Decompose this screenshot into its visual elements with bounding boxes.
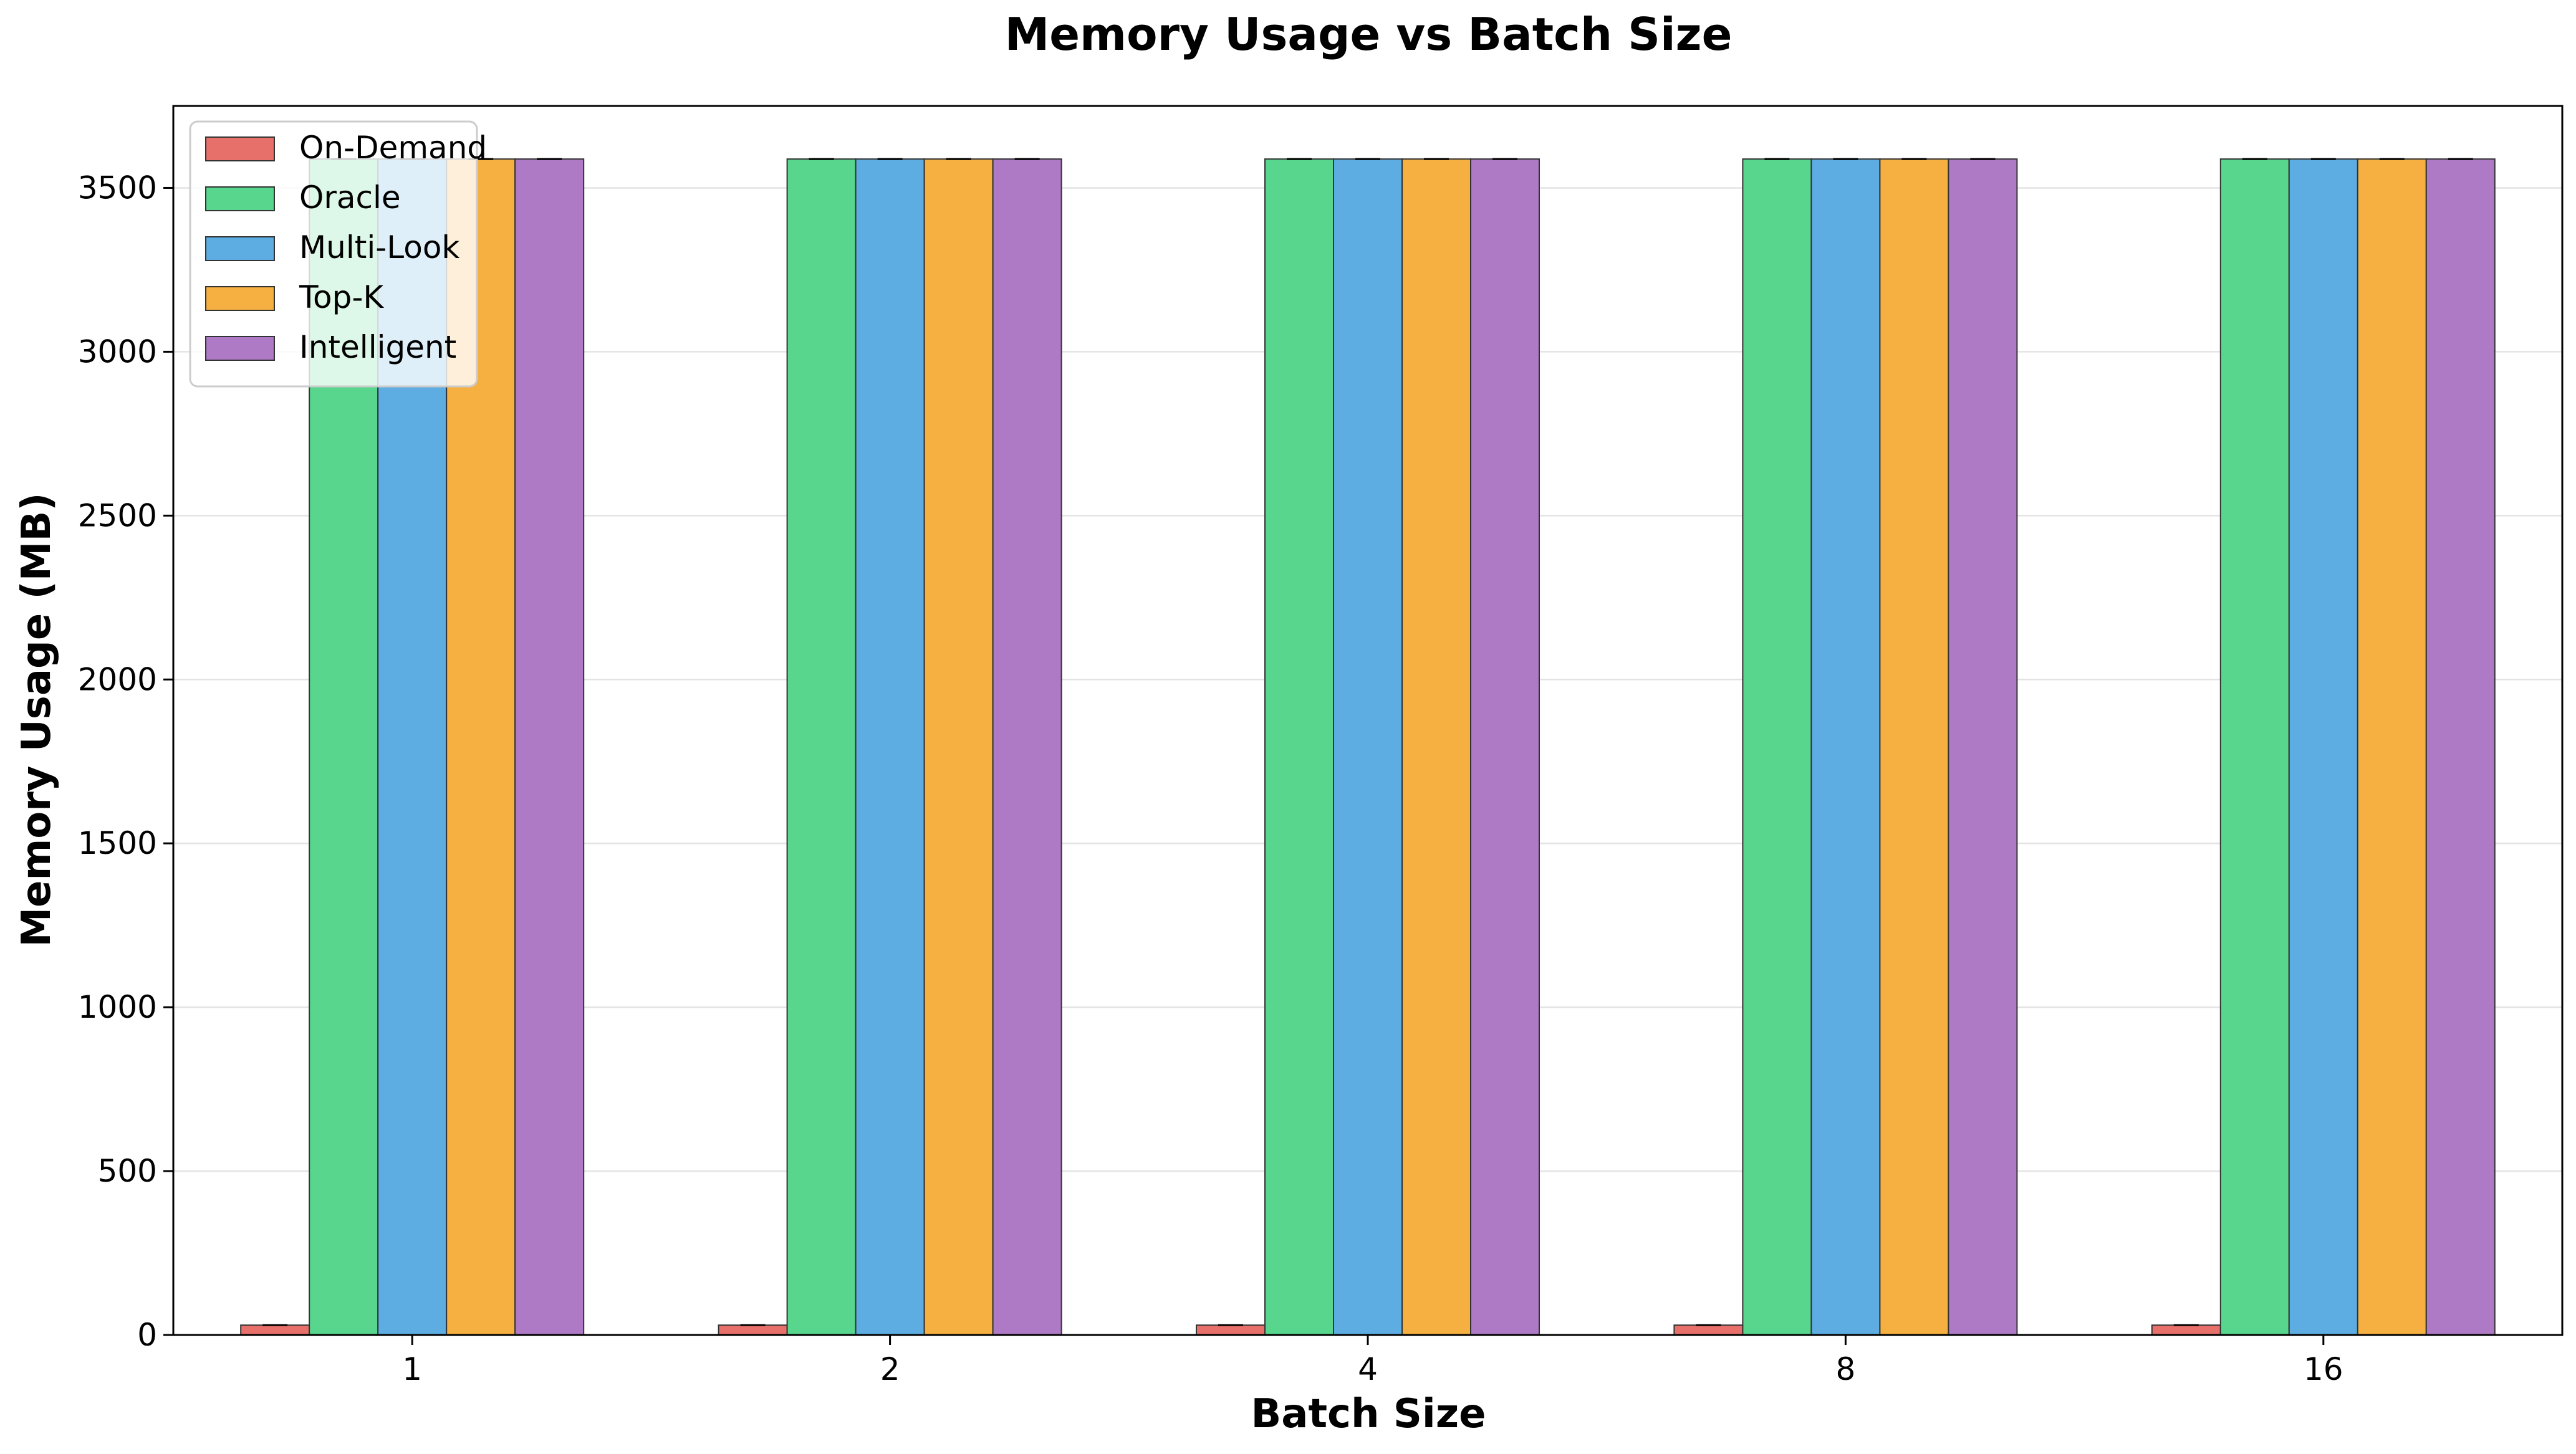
bar [1948, 158, 2018, 1336]
bar [240, 1324, 310, 1336]
y-tick-label: 3000 [78, 333, 157, 370]
chart-title: Memory Usage vs Batch Size [1005, 8, 1733, 60]
bar [2288, 158, 2358, 1336]
legend-label: On-Demand [299, 130, 487, 166]
bar [718, 1324, 788, 1336]
legend-swatch [205, 336, 275, 361]
y-tick-label: 1500 [78, 825, 157, 861]
legend-label: Top-K [299, 279, 384, 315]
y-tick-label: 2000 [78, 661, 157, 697]
bar [1264, 158, 1334, 1336]
x-tick-label: 8 [1835, 1351, 1855, 1387]
axis-ticks: 0 500 1000 1500 2000 2500 3000 3500 1 2 4 8 16 [78, 170, 2343, 1387]
y-axis-label: Memory Usage (MB) [14, 492, 60, 947]
bar [1333, 158, 1403, 1336]
x-tick-label: 4 [1358, 1351, 1378, 1387]
bar [514, 158, 585, 1336]
x-tick-label: 1 [402, 1351, 422, 1387]
legend-label: Intelligent [299, 329, 456, 365]
bar [992, 158, 1062, 1336]
legend-swatch [205, 236, 275, 261]
bar [786, 158, 857, 1336]
bar [1879, 158, 1949, 1336]
x-tick-label: 16 [2304, 1351, 2343, 1387]
bar [2151, 1324, 2221, 1336]
bar [2357, 158, 2427, 1336]
bars [240, 158, 2496, 1336]
legend-label: Multi-Look [299, 229, 459, 265]
y-tick-label: 1000 [78, 989, 157, 1025]
bar [1196, 1324, 1266, 1336]
bar [855, 158, 925, 1336]
legend-label: Oracle [299, 179, 401, 216]
y-tick-label: 2500 [78, 497, 157, 533]
x-tick-label: 2 [880, 1351, 900, 1387]
bar [1401, 158, 1471, 1336]
bar [1673, 1324, 1744, 1336]
y-tick-label: 3500 [78, 170, 157, 206]
y-tick-label: 0 [137, 1317, 157, 1353]
legend: On-Demand Oracle Multi-Look Top-K Intelligen… [189, 120, 487, 388]
bar [2425, 158, 2496, 1336]
legend-swatch [205, 136, 275, 161]
legend-swatch [205, 286, 275, 311]
bar [923, 158, 994, 1336]
legend-swatch [205, 186, 275, 211]
bar [1742, 158, 1812, 1336]
y-tick-label: 500 [98, 1153, 157, 1189]
x-axis-label: Batch Size [1251, 1391, 1486, 1437]
bar [2219, 158, 2290, 1336]
bar [1470, 158, 1540, 1336]
bar [1810, 158, 1881, 1336]
